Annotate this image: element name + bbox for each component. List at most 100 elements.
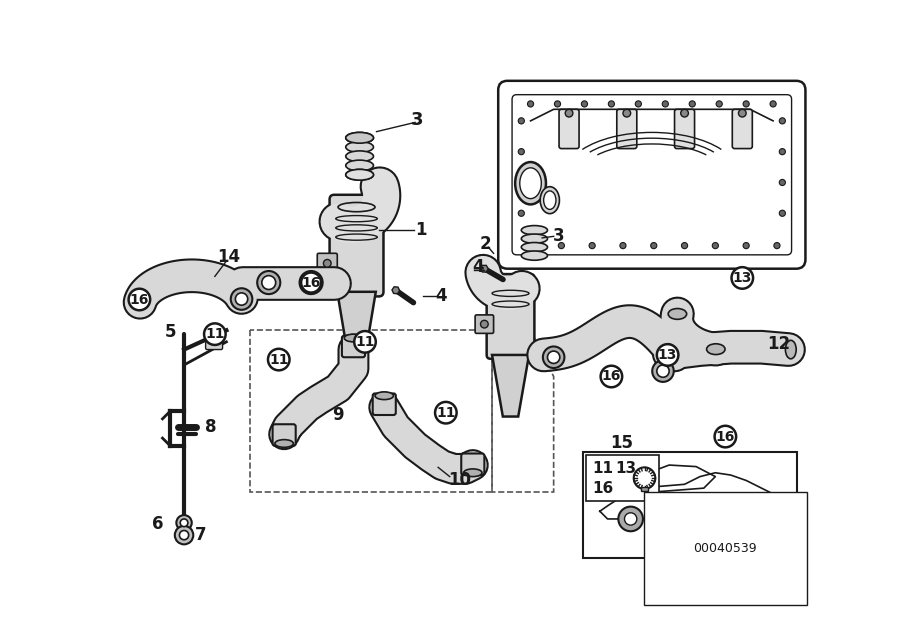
Circle shape [608, 101, 615, 107]
Circle shape [738, 109, 746, 117]
Circle shape [236, 293, 248, 305]
FancyBboxPatch shape [475, 315, 493, 333]
Circle shape [620, 243, 626, 249]
Text: 16: 16 [602, 370, 621, 384]
Polygon shape [492, 355, 529, 417]
Bar [586, 455, 659, 501]
Circle shape [518, 117, 525, 124]
Polygon shape [599, 472, 788, 519]
Circle shape [652, 360, 674, 382]
Circle shape [623, 109, 631, 117]
Text: 9: 9 [332, 406, 344, 424]
Circle shape [681, 243, 688, 249]
Ellipse shape [521, 243, 547, 251]
Circle shape [176, 515, 192, 530]
Circle shape [779, 117, 786, 124]
Text: 16: 16 [592, 481, 614, 496]
Circle shape [600, 366, 622, 387]
Polygon shape [626, 465, 716, 496]
Circle shape [302, 272, 321, 293]
Ellipse shape [664, 344, 674, 363]
Circle shape [129, 289, 150, 311]
Ellipse shape [346, 170, 374, 180]
Circle shape [304, 276, 318, 290]
Circle shape [518, 149, 525, 155]
Circle shape [547, 351, 560, 363]
Ellipse shape [346, 170, 374, 180]
Circle shape [742, 507, 766, 531]
Circle shape [743, 101, 749, 107]
Circle shape [715, 426, 736, 447]
Text: 3: 3 [553, 227, 564, 245]
Text: 12: 12 [767, 335, 790, 353]
Circle shape [481, 320, 488, 328]
Text: 11: 11 [436, 406, 455, 420]
Circle shape [712, 243, 718, 249]
Text: 7: 7 [195, 526, 207, 544]
FancyBboxPatch shape [373, 394, 396, 415]
Text: 11: 11 [205, 327, 225, 341]
Circle shape [435, 402, 456, 424]
Ellipse shape [346, 160, 374, 171]
FancyBboxPatch shape [674, 109, 695, 149]
Ellipse shape [706, 344, 725, 354]
Ellipse shape [540, 187, 560, 213]
Text: 6: 6 [152, 516, 164, 533]
Circle shape [527, 243, 534, 249]
Ellipse shape [544, 191, 556, 210]
Text: 2: 2 [480, 235, 491, 253]
Text: 5: 5 [165, 323, 176, 341]
Text: 13: 13 [658, 348, 678, 362]
Ellipse shape [521, 225, 547, 235]
Text: 14: 14 [217, 248, 240, 266]
Circle shape [590, 243, 595, 249]
FancyBboxPatch shape [642, 486, 648, 491]
Circle shape [262, 276, 275, 290]
Ellipse shape [274, 439, 293, 447]
Text: 00040539: 00040539 [694, 542, 757, 555]
Circle shape [355, 331, 376, 352]
Text: 13: 13 [616, 462, 636, 476]
Text: 11: 11 [592, 462, 613, 476]
Circle shape [662, 101, 669, 107]
Text: 15: 15 [610, 434, 633, 451]
Circle shape [732, 267, 753, 289]
FancyBboxPatch shape [342, 336, 365, 358]
Circle shape [689, 101, 696, 107]
Circle shape [743, 243, 749, 249]
Circle shape [716, 101, 723, 107]
Circle shape [527, 101, 534, 107]
Text: 1: 1 [416, 221, 427, 239]
Text: 4: 4 [472, 258, 484, 276]
Ellipse shape [346, 133, 374, 143]
Text: 16: 16 [130, 293, 149, 307]
Ellipse shape [346, 151, 374, 162]
Circle shape [230, 288, 252, 310]
Circle shape [779, 210, 786, 217]
Text: 8: 8 [205, 418, 217, 436]
Circle shape [518, 210, 525, 217]
Polygon shape [392, 287, 400, 294]
FancyBboxPatch shape [499, 81, 806, 269]
Ellipse shape [375, 392, 393, 399]
Circle shape [581, 101, 588, 107]
Circle shape [268, 349, 290, 370]
Ellipse shape [520, 168, 541, 199]
FancyBboxPatch shape [461, 453, 484, 475]
Text: 16: 16 [716, 429, 735, 444]
Ellipse shape [344, 334, 363, 342]
Circle shape [618, 507, 643, 531]
Text: 13: 13 [733, 271, 752, 285]
Circle shape [657, 365, 669, 377]
FancyBboxPatch shape [616, 109, 637, 149]
Circle shape [558, 243, 564, 249]
Text: 16: 16 [302, 276, 320, 290]
Circle shape [770, 101, 776, 107]
Text: 11: 11 [356, 335, 374, 349]
FancyBboxPatch shape [273, 424, 296, 446]
Circle shape [672, 493, 689, 510]
Circle shape [554, 101, 561, 107]
Ellipse shape [521, 234, 547, 243]
Circle shape [774, 243, 780, 249]
Text: 4: 4 [436, 286, 447, 305]
